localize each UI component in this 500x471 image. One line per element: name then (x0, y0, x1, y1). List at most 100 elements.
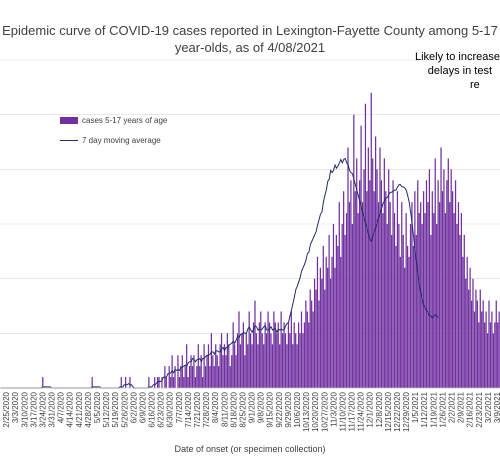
bar (420, 202, 422, 388)
x-tick-label: 12/15/2020 (384, 391, 393, 432)
annotation-line-2: delays in test (427, 65, 492, 77)
bar (380, 180, 383, 388)
bar (373, 191, 375, 388)
bar (260, 311, 262, 388)
bar (414, 191, 416, 388)
bar (257, 344, 259, 388)
bar (375, 136, 377, 388)
bar (338, 202, 340, 388)
bar (161, 377, 163, 388)
bar (402, 234, 404, 388)
x-tick-label: 8/18/2020 (229, 391, 238, 427)
bar (170, 377, 172, 388)
bar (200, 355, 202, 388)
bar (247, 344, 249, 388)
x-tick-label: 9/1/2020 (248, 391, 257, 423)
x-tick-label: 3/31/2020 (48, 391, 57, 427)
bar (411, 202, 413, 388)
legend-line-label: 7 day moving average (82, 135, 161, 145)
bar (283, 322, 285, 388)
bar (318, 300, 320, 388)
x-tick-label: 7/21/2020 (193, 391, 202, 427)
x-tick-label: 5/19/2020 (111, 391, 120, 427)
bar (223, 344, 226, 388)
bar (287, 322, 290, 388)
x-tick-label: 4/28/2020 (84, 391, 93, 427)
bar (450, 169, 452, 388)
legend-line-swatch (60, 139, 78, 141)
bar (296, 344, 298, 388)
bar (261, 333, 263, 388)
x-tick-label: 1/12/2021 (420, 391, 429, 427)
bar (194, 377, 197, 388)
bar (460, 213, 462, 388)
x-tick-label: 9/22/2020 (275, 391, 284, 427)
bar (494, 322, 496, 388)
bar (207, 344, 210, 388)
bar (267, 311, 269, 388)
bar (239, 344, 242, 388)
bar (444, 213, 447, 388)
bar (422, 191, 425, 388)
bar (383, 158, 385, 388)
bar (392, 180, 394, 388)
bar (481, 311, 483, 388)
bar (251, 344, 253, 388)
x-tick-label: 4/14/2020 (66, 391, 75, 427)
bar (273, 311, 275, 388)
bar (345, 213, 348, 388)
x-tick-label: 2/9/2021 (457, 391, 466, 423)
bar (412, 245, 415, 388)
bar (382, 213, 384, 388)
bar (337, 245, 339, 388)
bar (332, 224, 335, 388)
bar (180, 366, 182, 388)
bar (255, 333, 258, 388)
bar (248, 311, 250, 388)
bar (470, 300, 473, 388)
bar (353, 114, 355, 389)
bar (328, 234, 330, 388)
bar (279, 344, 281, 388)
bar (351, 224, 353, 388)
bar (334, 267, 336, 388)
bar (418, 213, 420, 388)
bar (472, 278, 474, 388)
bar (174, 366, 176, 388)
bar (340, 256, 342, 388)
bar (258, 322, 260, 388)
bar (187, 377, 189, 388)
bar (486, 333, 489, 388)
bar (440, 147, 442, 388)
bar (424, 213, 426, 388)
x-tick-label: 1/26/2021 (438, 391, 447, 427)
bar (478, 322, 480, 388)
bar (385, 191, 387, 388)
bar (311, 300, 313, 388)
bar (482, 300, 484, 388)
bar (469, 267, 471, 388)
bar (210, 333, 212, 388)
bar (395, 245, 397, 388)
x-tick-label: 3/2/2021 (484, 391, 493, 423)
x-tick-label: 2/16/2021 (466, 391, 475, 427)
bar (366, 191, 368, 388)
bar (91, 377, 93, 388)
x-tick-label: 5/26/2020 (120, 391, 129, 427)
bar (199, 366, 201, 388)
bar (183, 377, 185, 388)
bar (319, 267, 322, 388)
bar (178, 377, 181, 388)
bar (263, 344, 265, 388)
bar (441, 191, 444, 388)
x-tick-label: 10/27/2020 (320, 391, 329, 432)
bar (299, 333, 301, 388)
bar (408, 256, 410, 388)
bar (271, 344, 274, 388)
bar (369, 180, 371, 388)
bar (177, 355, 179, 388)
x-tick-label: 2/2/2021 (448, 391, 457, 423)
bar (312, 311, 314, 388)
